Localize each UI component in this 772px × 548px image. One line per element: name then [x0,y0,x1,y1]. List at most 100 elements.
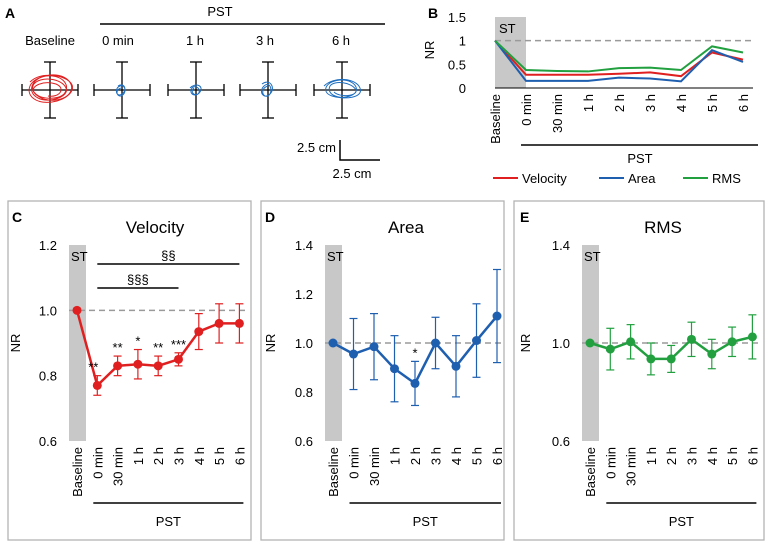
panel-c-letter: C [12,209,22,225]
x-tick-label: 3 h [643,94,658,112]
x-tick-label: 0 min [90,447,105,479]
x-tick-label: 0 min [347,447,362,479]
x-axis-label: PST [413,514,438,529]
data-point [472,336,481,346]
panel-a-label-baseline: Baseline [25,33,75,48]
data-point [234,318,244,328]
area-title: Area [388,218,424,237]
x-tick-label: 0 min [603,447,618,479]
legend-label-rms: RMS [712,171,741,186]
data-point [431,338,440,348]
data-point [369,342,379,352]
data-point [390,364,399,374]
y-axis-label: NR [422,41,437,60]
x-tick-label: 5 h [212,447,227,465]
x-tick-label: 4 h [449,447,464,465]
y-tick-label: 1.2 [295,287,313,302]
y-tick-label: 0.8 [295,385,313,400]
y-tick-label: 1.0 [295,336,313,351]
data-point [133,359,143,369]
y-tick-label: 0.6 [552,434,570,449]
data-point [492,311,502,321]
trace-6h [323,79,361,99]
x-tick-label: Baseline [583,447,598,497]
stimulus-label: ST [584,249,601,264]
legend-label-velocity: Velocity [522,171,567,186]
panel-d-chart: Area ST 0.6 0.8 1.0 1.2 1.4 NR Baseline 0 min 30 m… [263,218,505,529]
x-tick-label: 30 min [624,447,639,486]
y-axis-label: NR [518,334,533,353]
panel-b: B ST 0 0.5 1 1.5 NR Baseline 0 min 30 mi… [422,5,758,186]
x-tick-label: 3 h [429,447,444,465]
x-axis-label: PST [669,514,694,529]
trace-3h [261,81,273,97]
scale-bar [339,140,380,161]
y-tick-label: 1.5 [448,10,466,25]
significance-marker: ** [88,360,98,375]
panel-a: A PST Baseline 0 min 1 h 3 h 6 h [5,4,385,181]
x-tick-label: 2 h [151,447,166,465]
data-point [194,327,204,337]
stimulus-band [495,17,526,88]
y-tick-label: 1.2 [39,238,57,253]
trace-1h [189,84,202,96]
x-tick-label: 1 h [388,447,403,465]
x-tick-label: Baseline [326,447,341,497]
panel-a-pst-label: PST [207,4,232,19]
panel-c-chart: Velocity ST 0.6 0.8 1.0 1.2 NR Baseline 0 min 30 … [8,218,248,529]
data-point [707,349,717,359]
x-tick-label: 5 h [725,447,740,465]
significance-marker: * [135,334,140,349]
panel-a-letter: A [5,5,15,21]
x-tick-label: 0 min [519,94,534,126]
trace-0min [115,84,126,97]
x-axis-label: PST [627,151,652,166]
y-axis-label: NR [263,334,278,353]
panel-e-chart: RMS ST 0.6 1.0 1.4 NR Baseline 0 min 30 min 1 h 2 … [518,218,761,529]
legend: Velocity Area RMS [493,171,741,186]
data-point [687,334,696,344]
x-tick-label: 1 h [644,447,659,465]
y-tick-label: 1.0 [552,336,570,351]
stimulus-label: ST [499,21,516,36]
y-tick-label: 1.4 [552,238,570,253]
velocity-title: Velocity [126,218,185,237]
data-point [174,354,183,364]
x-tick-label: 2 h [612,94,627,112]
y-axis-label: NR [8,334,23,353]
x-tick-label: 6 h [736,94,751,112]
panel-a-label-0min: 0 min [102,33,134,48]
panel-e-letter: E [520,209,529,225]
panel-a-axes [21,61,371,119]
y-tick-label: 1 [459,34,466,49]
stimulus-band [69,245,86,441]
y-tick-label: 0.6 [295,434,313,449]
significance-marker: ** [113,340,123,355]
panel-a-label-6h: 6 h [332,33,350,48]
data-point [747,332,757,342]
x-tick-label: 6 h [490,447,505,465]
panel-e-frame [513,200,765,541]
data-point [349,349,358,359]
significance-bracket-label: §§ [161,248,175,263]
data-point [646,354,656,364]
x-tick-label: 2 h [664,447,679,465]
y-tick-label: 0.5 [448,57,466,72]
x-tick-label: 30 min [550,94,565,133]
x-tick-label: 3 h [685,447,700,465]
x-tick-label: 5 h [470,447,485,465]
data-point [113,361,123,371]
x-tick-label: Baseline [488,94,503,144]
data-point [666,354,676,364]
scale-bar-x-label: 2.5 cm [332,166,371,181]
y-tick-label: 0.8 [39,369,57,384]
data-point [626,337,636,347]
x-tick-label: 1 h [131,447,146,465]
x-tick-label: Baseline [70,447,85,497]
trace-baseline [28,74,74,103]
y-tick-label: 0 [459,81,466,96]
y-tick-label: 0.6 [39,434,57,449]
panel-d-letter: D [265,209,275,225]
stimulus-label: ST [327,249,344,264]
data-point [605,344,615,354]
